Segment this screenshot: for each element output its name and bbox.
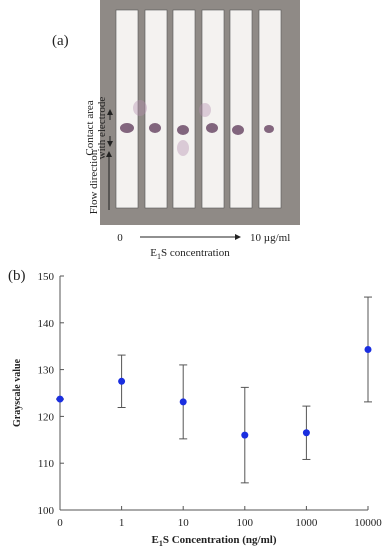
y-tick-label: 110 xyxy=(38,458,55,470)
y-tick-label: 130 xyxy=(38,365,55,377)
y-tick-label: 120 xyxy=(38,411,55,423)
photo xyxy=(100,0,300,225)
start-label: 0 xyxy=(117,232,123,244)
y-tick-label: 140 xyxy=(38,318,55,330)
point xyxy=(365,346,372,353)
x-tick-label: 1000 xyxy=(295,517,318,529)
end-label: 10 µg/ml xyxy=(250,232,290,244)
contact-label: Contact area xyxy=(84,100,96,155)
x-tick-label: 1 xyxy=(119,517,125,529)
y-axis-label: Grayscale value xyxy=(12,358,23,427)
point xyxy=(241,432,248,439)
x-tick-label: 10 xyxy=(178,517,190,529)
point xyxy=(57,396,64,403)
x-tick-label: 10000 xyxy=(354,517,382,529)
y-tick-label: 100 xyxy=(38,505,55,517)
x-axis-label: E1S Concentration (ng/ml) xyxy=(151,534,276,548)
point xyxy=(180,398,187,405)
flow-label: Flow direction xyxy=(88,149,100,214)
x-tick-label: 100 xyxy=(237,517,254,529)
x-label: E1S concentration xyxy=(150,247,230,261)
panel-label: (b) xyxy=(8,268,26,284)
point xyxy=(118,378,125,385)
y-tick-label: 150 xyxy=(38,271,55,283)
panel-label: (a) xyxy=(52,33,69,49)
point xyxy=(303,429,310,436)
x-tick-label: 0 xyxy=(57,517,63,529)
